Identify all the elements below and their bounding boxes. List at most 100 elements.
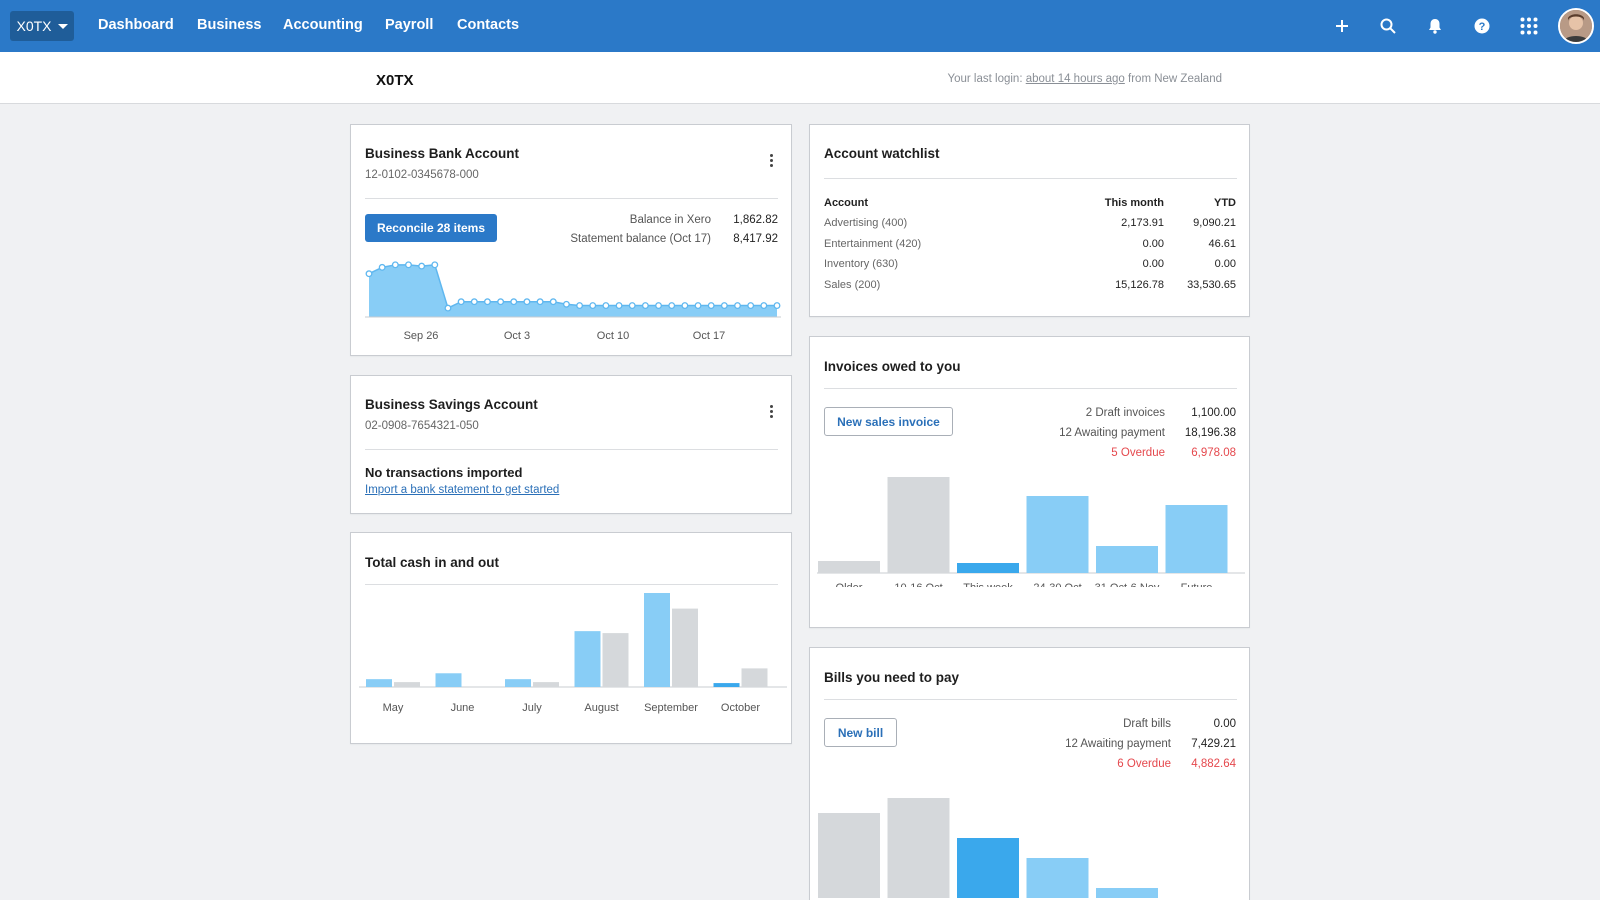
balance-point	[589, 302, 597, 309]
balance-point	[457, 298, 465, 306]
watchlist-ytd: 0.00	[1214, 258, 1236, 270]
balance-point	[497, 298, 505, 306]
cash-in-out-chart: May June July August September October	[359, 593, 787, 714]
divider	[365, 449, 778, 450]
invoice-category-label: 24-30 Oct	[1033, 582, 1081, 587]
bank-account-card: Business Bank Account 12-0102-0345678-00…	[350, 124, 792, 356]
invoice-bar	[818, 561, 880, 573]
bill-bar	[957, 838, 1019, 898]
balance-point	[628, 302, 636, 309]
apps-grid-icon[interactable]	[1517, 14, 1541, 38]
balance-point	[602, 302, 610, 309]
balance-point	[431, 261, 439, 269]
nav-contacts[interactable]: Contacts	[457, 17, 520, 33]
nav-dashboard[interactable]: Dashboard	[98, 17, 174, 33]
watchlist-month: 0.00	[1142, 258, 1164, 270]
cash-in-bar	[505, 679, 531, 687]
balance-point	[536, 298, 544, 306]
bills-title[interactable]: Bills you need to pay	[824, 670, 960, 685]
balance-point	[444, 304, 452, 312]
divider	[365, 198, 778, 199]
invoice-bar	[887, 477, 950, 573]
savings-account-card: Business Savings Account 02-0908-7654321…	[350, 375, 792, 514]
month-label: May	[383, 702, 404, 714]
invoices-card: Invoices owed to you New sales invoice 2…	[809, 336, 1250, 628]
balance-point	[562, 300, 570, 308]
balance-in-xero-label: Balance in Xero	[629, 214, 711, 226]
account-watchlist-card: Account watchlist Account This month YTD…	[809, 124, 1250, 317]
new-bill-button[interactable]: New bill	[824, 718, 897, 747]
help-icon[interactable]: ?	[1470, 14, 1494, 38]
watchlist-title[interactable]: Account watchlist	[824, 146, 940, 161]
cash-in-bar	[435, 673, 462, 687]
nav-business[interactable]: Business	[197, 17, 262, 33]
invoice-bar	[1026, 496, 1089, 573]
balance-point	[615, 302, 623, 309]
reconcile-button[interactable]: Reconcile 28 items	[365, 214, 497, 242]
overdue-bills-link[interactable]: 6 Overdue	[1117, 758, 1171, 770]
bills-awaiting-payment-link[interactable]: 12 Awaiting payment	[1065, 738, 1171, 750]
balance-point	[773, 302, 781, 309]
balance-point	[694, 302, 702, 309]
cash-out-bar	[394, 682, 420, 687]
balance-point	[470, 298, 478, 306]
plus-icon[interactable]	[1330, 14, 1354, 38]
watchlist-account[interactable]: Inventory (630)	[824, 258, 898, 270]
divider	[824, 388, 1237, 389]
balance-point	[391, 261, 399, 269]
watchlist-account[interactable]: Advertising (400)	[824, 217, 908, 229]
user-avatar[interactable]	[1558, 8, 1594, 44]
watchlist-ytd: 33,530.65	[1187, 279, 1236, 291]
watchlist-account[interactable]: Sales (200)	[824, 279, 881, 291]
draft-invoices-link[interactable]: 2 Draft invoices	[1085, 407, 1165, 419]
cash-in-bar	[366, 679, 392, 687]
draft-invoices-value: 1,100.00	[1191, 407, 1236, 419]
last-login-prefix: Your last login:	[947, 73, 1023, 85]
watchlist-header-account: Account	[824, 197, 868, 209]
import-statement-link-text[interactable]: Import a bank statement to get started	[365, 484, 560, 496]
search-icon[interactable]	[1376, 14, 1400, 38]
x-axis-label: Oct 10	[597, 330, 629, 342]
month-label: June	[451, 702, 475, 714]
watchlist-month: 0.00	[1142, 238, 1164, 250]
divider	[824, 699, 1237, 700]
balance-point	[418, 262, 426, 270]
last-login-link[interactable]: about 14 hours ago	[1025, 73, 1125, 85]
more-options-icon[interactable]	[770, 405, 774, 418]
balance-point	[523, 298, 531, 306]
bell-icon[interactable]	[1423, 14, 1447, 38]
balance-point	[681, 302, 689, 309]
month-label: September	[644, 702, 698, 714]
new-sales-invoice-button[interactable]: New sales invoice	[824, 407, 953, 436]
balance-point	[484, 298, 491, 306]
nav-accounting[interactable]: Accounting	[283, 17, 363, 33]
overdue-invoices-value: 6,978.08	[1191, 447, 1236, 459]
invoices-chart: Older 10-16 Oct This week 24-30 Oct 31 Oct-6…	[817, 477, 1245, 587]
balance-point	[760, 302, 768, 309]
bank-account-title[interactable]: Business Bank Account	[365, 146, 520, 161]
last-login-suffix: from New Zealand	[1128, 73, 1222, 85]
watchlist-account[interactable]: Entertainment (420)	[824, 238, 922, 250]
awaiting-payment-link[interactable]: 12 Awaiting payment	[1059, 427, 1165, 439]
invoice-bar	[1165, 505, 1228, 573]
savings-account-title[interactable]: Business Savings Account	[365, 397, 538, 412]
balance-point	[641, 302, 649, 309]
nav-payroll[interactable]: Payroll	[385, 17, 434, 33]
balance-point	[734, 302, 741, 309]
no-transactions-heading: No transactions imported	[365, 465, 523, 480]
more-options-icon[interactable]	[770, 154, 774, 167]
cash-out-bar	[602, 633, 629, 687]
balance-point	[720, 302, 728, 309]
x-axis-label: Oct 17	[693, 330, 725, 342]
balance-point	[707, 302, 715, 309]
invoices-title[interactable]: Invoices owed to you	[824, 359, 961, 374]
draft-bills-link[interactable]: Draft bills	[1123, 718, 1171, 730]
cash-in-out-title[interactable]: Total cash in and out	[365, 555, 500, 570]
watchlist-month: 15,126.78	[1115, 279, 1164, 291]
org-switcher-button[interactable]: X0TX	[10, 11, 74, 41]
overdue-invoices-link[interactable]: 5 Overdue	[1111, 447, 1165, 459]
cash-in-bar	[644, 593, 670, 687]
org-switcher-label: X0TX	[16, 18, 52, 34]
import-statement-link[interactable]: Import a bank statement to get started	[365, 484, 559, 496]
invoice-category-label: This week	[963, 582, 1013, 587]
